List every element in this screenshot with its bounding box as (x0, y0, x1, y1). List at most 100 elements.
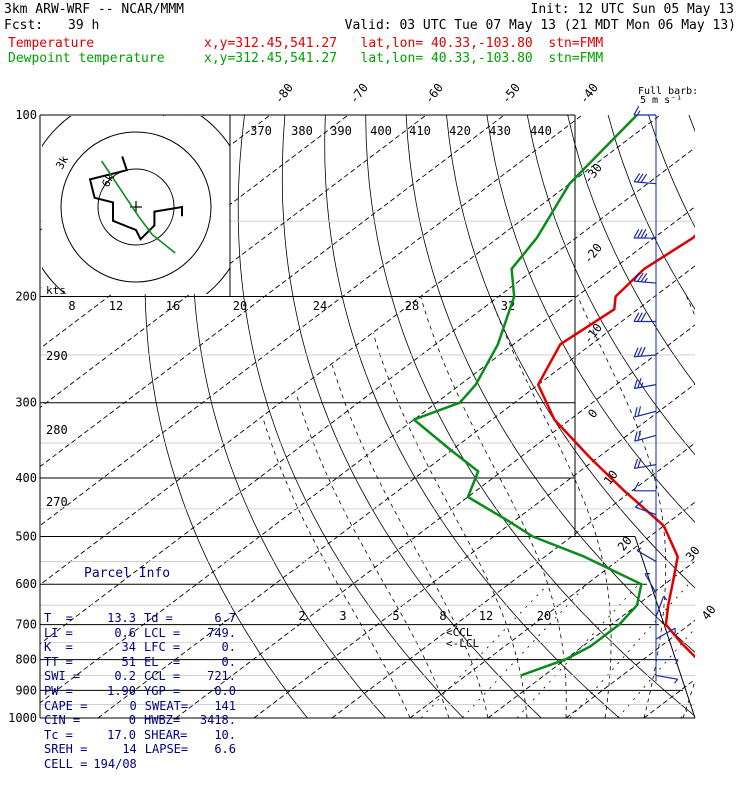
moist-adiabat (263, 420, 410, 718)
moist-adiabat (578, 297, 666, 719)
wind-barb-flag (638, 406, 640, 416)
parcel-info-cell: 0 (87, 699, 136, 714)
parcel-info-cell: PW = (44, 684, 86, 699)
wind-barb-staff (637, 550, 656, 561)
parcel-info-cell: HWBZ= (136, 713, 194, 728)
hodograph-speed-label: 24 (313, 299, 327, 313)
isotherm (644, 115, 740, 718)
parcel-info-cell: Tc = (44, 728, 86, 743)
parcel-info-cell: 194/08 (87, 757, 136, 772)
wind-barb-flag (645, 278, 648, 282)
hodograph-speed-label: 8 (68, 299, 75, 313)
wind-barb-flag (638, 458, 641, 467)
mixing-ratio-label: 2 (298, 609, 305, 623)
dewpoint-line (414, 115, 641, 675)
wind-barb (634, 458, 656, 468)
wind-barb (634, 173, 656, 183)
isotherm (332, 115, 740, 718)
wind-barb (634, 106, 656, 115)
wind-barb-staff (656, 675, 678, 679)
pressure-label: 100 (15, 108, 37, 122)
theta-label: 380 (291, 124, 313, 138)
parcel-info-cell: 6.6 (194, 742, 236, 757)
wind-barb-staff (645, 574, 656, 593)
parcel-info-cell: 10. (194, 728, 236, 743)
mixing-ratio-line (618, 584, 734, 718)
theta-label: 390 (330, 124, 352, 138)
wind-barb-flag (645, 234, 647, 238)
parcel-info-row: CELL =194/08 (44, 757, 236, 772)
parcel-info-cell: EL = (136, 655, 194, 670)
hodograph-speed-label: 12 (109, 299, 123, 313)
wind-barb-flag (634, 459, 637, 468)
parcel-info-cell: 0 (86, 713, 136, 728)
isotherm-label: -60 (422, 81, 446, 107)
theta-label: 410 (409, 124, 431, 138)
wind-barb-staff (635, 435, 656, 441)
pressure-label: 900 (15, 683, 37, 697)
hodograph-units: kts (46, 284, 66, 297)
hodograph-background (40, 115, 230, 295)
hodograph-speed-label: 16 (166, 299, 180, 313)
wind-barb-flag (675, 679, 678, 683)
wind-barb (656, 660, 678, 664)
theta-side-label: 280 (46, 423, 68, 437)
wind-barb (635, 406, 656, 417)
isotherm (722, 115, 740, 718)
parcel-info-cell: 0. (194, 655, 236, 670)
pressure-label: 800 (15, 653, 37, 667)
parcel-info-cell: LI = (44, 626, 86, 641)
theta-label: 420 (449, 124, 471, 138)
parcel-info-cell: TT = (44, 655, 86, 670)
mixing-ratio-label: 8 (439, 609, 446, 623)
wind-barb (645, 574, 656, 593)
parcel-info-cell: 6.7 (194, 611, 236, 626)
parcel-info-cell: 1.90 (86, 684, 136, 699)
parcel-info-cell: 749. (194, 626, 236, 641)
moist-adiabat (296, 394, 449, 718)
dry-adiabat (608, 115, 740, 718)
wind-barb (634, 482, 656, 491)
isotherm-label: 0 (585, 406, 600, 420)
mixing-ratio-label: 3 (339, 609, 346, 623)
wind-barb (656, 596, 667, 617)
pressure-label: 400 (15, 471, 37, 485)
hodograph-speed-label: 28 (405, 299, 419, 313)
mixing-ratio-label: 20 (537, 609, 551, 623)
isotherm-label: -50 (499, 81, 523, 107)
wind-barb (656, 675, 678, 683)
wind-barb-flag (635, 431, 637, 441)
parcel-info-cell: LAPSE= (137, 742, 194, 757)
moist-adiabat (373, 333, 527, 718)
theta-label: 430 (489, 124, 511, 138)
wind-barb-flag (664, 596, 667, 600)
parcel-info-cell: YGP = (136, 684, 194, 699)
wind-barb-staff (634, 182, 656, 184)
wind-barbs (634, 106, 678, 683)
theta-label: 440 (530, 124, 552, 138)
parcel-info-cell: 14 (87, 742, 136, 757)
parcel-info-cell: K = (44, 640, 86, 655)
pressure-label: 700 (15, 618, 37, 632)
mixing-ratio-label: 5 (392, 609, 399, 623)
pressure-label: 300 (15, 396, 37, 410)
pressure-label: 200 (15, 290, 37, 304)
dry-adiabat (238, 115, 463, 718)
lcl-marker: <-LCL (446, 637, 479, 650)
parcel-info-cell (137, 757, 194, 772)
parcel-info-title: Parcel Info (44, 567, 236, 582)
dry-adiabat (729, 115, 740, 718)
wind-barb-staff (656, 596, 664, 617)
parcel-info-cell: 721. (194, 669, 236, 684)
pressure-label: 600 (15, 577, 37, 591)
parcel-info-cell: SREH = (44, 742, 87, 757)
parcel-info-cell: CCL = (136, 669, 194, 684)
parcel-info-cell: 17.0 (86, 728, 136, 743)
dry-adiabat (282, 115, 541, 718)
pressure-label: 1000 (8, 711, 37, 725)
parcel-info-cell: 13.3 (86, 611, 136, 626)
